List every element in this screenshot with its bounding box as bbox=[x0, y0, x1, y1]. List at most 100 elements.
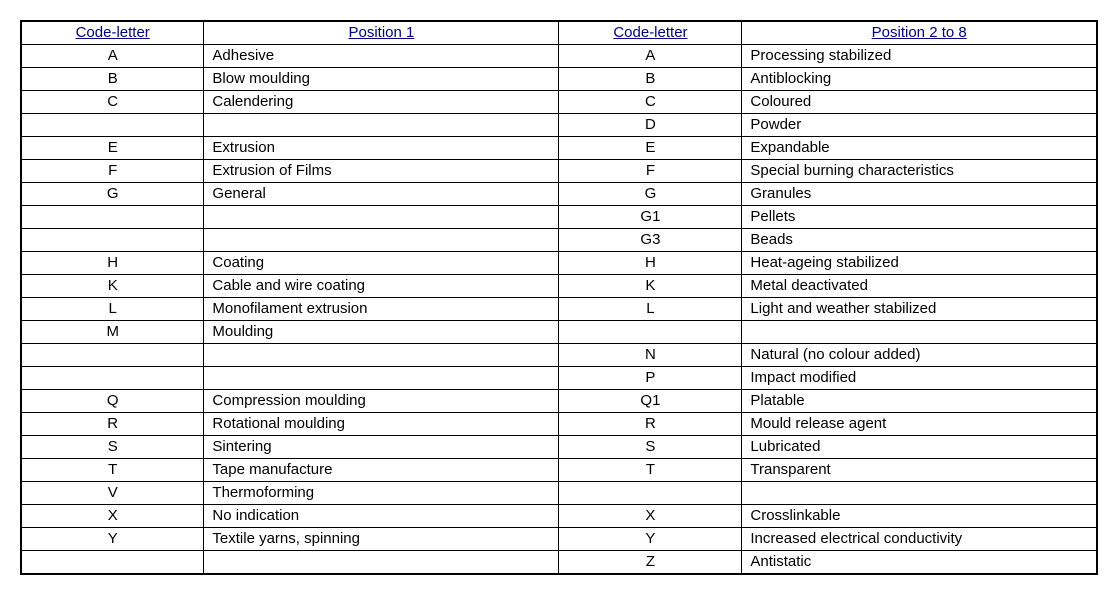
position-1-value bbox=[204, 229, 559, 252]
code-letter-left: R bbox=[21, 413, 204, 436]
position-1-value: Monofilament extrusion bbox=[204, 298, 559, 321]
position-1-value: Adhesive bbox=[204, 45, 559, 68]
code-letter-right bbox=[559, 482, 742, 505]
position-1-value: Extrusion bbox=[204, 137, 559, 160]
code-letter-left: V bbox=[21, 482, 204, 505]
code-letter-right: H bbox=[559, 252, 742, 275]
code-letter-left: M bbox=[21, 321, 204, 344]
table-row: YTextile yarns, spinningYIncreased elect… bbox=[21, 528, 1097, 551]
code-letter-table: Code-letter Position 1 Code-letter Posit… bbox=[20, 20, 1098, 575]
code-letter-left: B bbox=[21, 68, 204, 91]
code-letter-left: Y bbox=[21, 528, 204, 551]
position-1-value: Blow moulding bbox=[204, 68, 559, 91]
table-row: AAdhesiveAProcessing stabilized bbox=[21, 45, 1097, 68]
position-2-value: Powder bbox=[742, 114, 1097, 137]
code-letter-left bbox=[21, 229, 204, 252]
position-1-value: Moulding bbox=[204, 321, 559, 344]
code-letter-left bbox=[21, 551, 204, 575]
position-2-value: Impact modified bbox=[742, 367, 1097, 390]
table-row: CCalenderingCColoured bbox=[21, 91, 1097, 114]
code-letter-right: C bbox=[559, 91, 742, 114]
position-2-value: Antiblocking bbox=[742, 68, 1097, 91]
position-2-value: Mould release agent bbox=[742, 413, 1097, 436]
code-letter-right: L bbox=[559, 298, 742, 321]
code-letter-right: G1 bbox=[559, 206, 742, 229]
code-letter-right bbox=[559, 321, 742, 344]
table-row: QCompression mouldingQ1Platable bbox=[21, 390, 1097, 413]
code-letter-left: L bbox=[21, 298, 204, 321]
code-letter-right: Y bbox=[559, 528, 742, 551]
position-2-value: Heat-ageing stabilized bbox=[742, 252, 1097, 275]
code-letter-right: T bbox=[559, 459, 742, 482]
position-2-value: Antistatic bbox=[742, 551, 1097, 575]
table-row: TTape manufactureTTransparent bbox=[21, 459, 1097, 482]
position-1-value: Rotational moulding bbox=[204, 413, 559, 436]
position-1-value bbox=[204, 114, 559, 137]
position-1-value bbox=[204, 367, 559, 390]
position-2-value: Natural (no colour added) bbox=[742, 344, 1097, 367]
position-2-value: Platable bbox=[742, 390, 1097, 413]
header-code-letter-1: Code-letter bbox=[21, 21, 204, 45]
position-1-value: Thermoforming bbox=[204, 482, 559, 505]
table-row: MMoulding bbox=[21, 321, 1097, 344]
position-2-value: Lubricated bbox=[742, 436, 1097, 459]
code-letter-left: S bbox=[21, 436, 204, 459]
position-1-value bbox=[204, 551, 559, 575]
table-row: LMonofilament extrusionLLight and weathe… bbox=[21, 298, 1097, 321]
position-2-value: Expandable bbox=[742, 137, 1097, 160]
position-1-value: Cable and wire coating bbox=[204, 275, 559, 298]
position-2-value: Pellets bbox=[742, 206, 1097, 229]
position-2-value: Transparent bbox=[742, 459, 1097, 482]
code-letter-left bbox=[21, 206, 204, 229]
position-2-value: Special burning characteristics bbox=[742, 160, 1097, 183]
table-row: G1Pellets bbox=[21, 206, 1097, 229]
position-2-value: Beads bbox=[742, 229, 1097, 252]
table-row: XNo indicationXCrosslinkable bbox=[21, 505, 1097, 528]
position-1-value: Extrusion of Films bbox=[204, 160, 559, 183]
position-1-value bbox=[204, 344, 559, 367]
position-1-value: Tape manufacture bbox=[204, 459, 559, 482]
code-letter-left: T bbox=[21, 459, 204, 482]
code-letter-left: X bbox=[21, 505, 204, 528]
code-letter-right: Q1 bbox=[559, 390, 742, 413]
position-1-value: Calendering bbox=[204, 91, 559, 114]
table-row: G3Beads bbox=[21, 229, 1097, 252]
code-letter-left bbox=[21, 344, 204, 367]
header-code-letter-2: Code-letter bbox=[559, 21, 742, 45]
table-header-row: Code-letter Position 1 Code-letter Posit… bbox=[21, 21, 1097, 45]
code-letter-left: G bbox=[21, 183, 204, 206]
code-letter-right: K bbox=[559, 275, 742, 298]
position-2-value: Light and weather stabilized bbox=[742, 298, 1097, 321]
table-row: KCable and wire coatingKMetal deactivate… bbox=[21, 275, 1097, 298]
code-letter-right: G bbox=[559, 183, 742, 206]
position-1-value: Textile yarns, spinning bbox=[204, 528, 559, 551]
table-body: AAdhesiveAProcessing stabilizedBBlow mou… bbox=[21, 45, 1097, 575]
code-letter-right: P bbox=[559, 367, 742, 390]
table-row: RRotational mouldingRMould release agent bbox=[21, 413, 1097, 436]
position-1-value: Sintering bbox=[204, 436, 559, 459]
code-letter-right: A bbox=[559, 45, 742, 68]
code-letter-right: R bbox=[559, 413, 742, 436]
table-row: GGeneralGGranules bbox=[21, 183, 1097, 206]
table-row: SSinteringSLubricated bbox=[21, 436, 1097, 459]
position-1-value: No indication bbox=[204, 505, 559, 528]
code-letter-left: C bbox=[21, 91, 204, 114]
position-1-value: General bbox=[204, 183, 559, 206]
code-letter-left: F bbox=[21, 160, 204, 183]
position-2-value: Processing stabilized bbox=[742, 45, 1097, 68]
position-1-value bbox=[204, 206, 559, 229]
position-2-value bbox=[742, 321, 1097, 344]
table-row: DPowder bbox=[21, 114, 1097, 137]
code-letter-table-container: Code-letter Position 1 Code-letter Posit… bbox=[20, 20, 1098, 575]
table-row: PImpact modified bbox=[21, 367, 1097, 390]
table-row: EExtrusionEExpandable bbox=[21, 137, 1097, 160]
table-row: BBlow mouldingBAntiblocking bbox=[21, 68, 1097, 91]
code-letter-left: K bbox=[21, 275, 204, 298]
table-row: HCoatingHHeat-ageing stabilized bbox=[21, 252, 1097, 275]
code-letter-left: E bbox=[21, 137, 204, 160]
code-letter-right: S bbox=[559, 436, 742, 459]
table-row: NNatural (no colour added) bbox=[21, 344, 1097, 367]
position-2-value: Crosslinkable bbox=[742, 505, 1097, 528]
table-row: ZAntistatic bbox=[21, 551, 1097, 575]
code-letter-right: D bbox=[559, 114, 742, 137]
